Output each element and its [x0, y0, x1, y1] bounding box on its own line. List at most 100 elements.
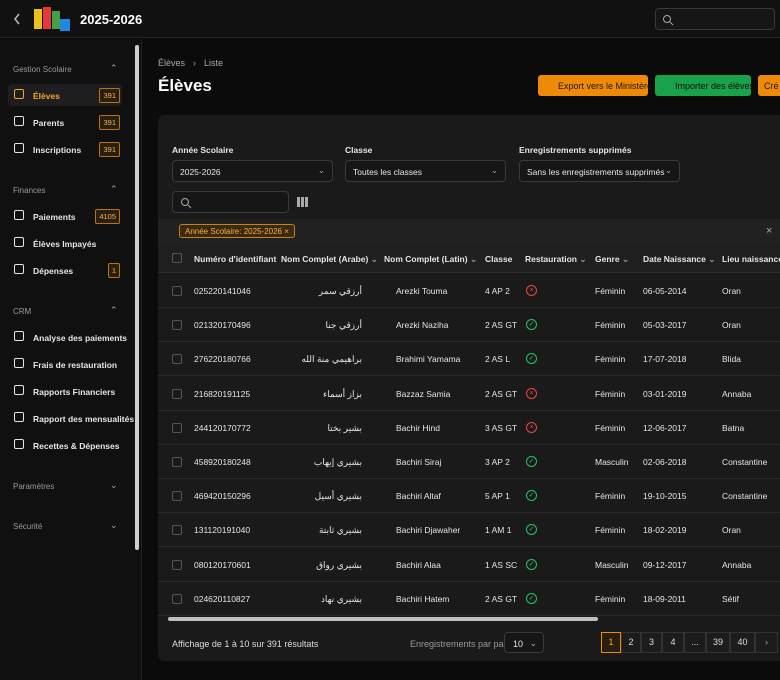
section-chevron[interactable]: ⌄ [110, 520, 118, 530]
nav-item[interactable]: Frais de restauration [33, 360, 118, 370]
section-title[interactable]: CRM [13, 307, 32, 316]
checkbox[interactable] [172, 559, 182, 570]
checkbox[interactable] [172, 593, 182, 604]
checkbox[interactable] [172, 525, 182, 536]
nav-item[interactable]: Rapports Financiers [33, 387, 116, 397]
section-chevron[interactable]: ⌄ [110, 480, 118, 490]
column-header[interactable]: Classe [485, 254, 513, 264]
per-page-select[interactable]: 10 ⌄ [504, 632, 544, 653]
page-next[interactable]: › [755, 632, 778, 653]
school-year: 2025-2026 [80, 12, 143, 27]
table-scrollbar[interactable] [168, 617, 598, 621]
nav-icon [14, 358, 24, 368]
nav-item[interactable]: Recettes & Dépenses [33, 441, 120, 451]
breadcrumb-item[interactable]: Élèves [158, 58, 186, 68]
checkbox[interactable] [172, 457, 182, 467]
table-row[interactable] [158, 445, 780, 479]
table-row[interactable] [158, 274, 780, 308]
nav-icon [14, 264, 24, 274]
restauration-icon: ✓ [526, 558, 537, 570]
checkbox[interactable] [172, 491, 182, 502]
table-row[interactable] [158, 582, 780, 616]
breadcrumb: Élèves › Liste [158, 58, 223, 68]
column-header[interactable]: Lieu naissance [722, 254, 780, 264]
per-page-label: Enregistrements par page [410, 639, 514, 649]
page-button[interactable]: ... [684, 632, 706, 653]
page-button[interactable]: 39 [706, 632, 730, 653]
nav-item[interactable]: Élèves [33, 91, 60, 101]
checkbox[interactable] [172, 286, 182, 296]
filter-chip[interactable]: Année Scolaire: 2025-2026 × [179, 224, 295, 238]
table-row[interactable] [158, 342, 780, 377]
column-header[interactable]: Nom Complet (Latin) ⌄ [384, 254, 478, 264]
nav-icon [14, 89, 24, 99]
page-button[interactable]: 4 [662, 632, 684, 653]
columns-toggle[interactable] [297, 197, 308, 207]
section-title[interactable]: Gestion Scolaire [13, 65, 72, 74]
nav-item[interactable]: Parents [33, 118, 65, 128]
section-title[interactable]: Sécurité [13, 522, 43, 531]
filter-select[interactable]: Sans les enregistrements supprimés ⌄ [519, 160, 680, 182]
create-button[interactable]: Cré [758, 75, 780, 96]
table-row[interactable] [158, 411, 780, 445]
nav-item[interactable]: Élèves Impayés [33, 239, 97, 249]
filter-select[interactable]: 2025-2026 ⌄ [172, 160, 333, 182]
breadcrumb-item: Liste [204, 58, 224, 68]
column-header[interactable]: Genre ⌄ [595, 254, 630, 264]
page-button[interactable]: 1 [601, 632, 621, 653]
cell: 131120191040 [194, 525, 251, 536]
nav-item[interactable]: Analyse des paiements [33, 333, 128, 343]
nav-item[interactable]: Inscriptions [33, 145, 82, 155]
cell: أرزقي جنا [325, 320, 362, 331]
section-title[interactable]: Paramètres [13, 482, 55, 491]
nav-item[interactable]: Paiements [33, 212, 76, 222]
search-box[interactable] [655, 8, 775, 30]
table-row[interactable] [158, 513, 780, 548]
import-button[interactable]: Importer des élèves [655, 75, 754, 96]
page-button[interactable]: 3 [641, 632, 662, 653]
section-title[interactable]: Finances [13, 186, 46, 195]
clear-filters[interactable]: × [766, 225, 773, 237]
filter-value: Toutes les classes [353, 167, 422, 177]
filter-select[interactable]: Toutes les classes ⌄ [345, 160, 506, 182]
checkbox[interactable] [172, 253, 182, 263]
nav-item[interactable]: Rapport des mensualités [33, 414, 135, 424]
export-button[interactable]: Export vers le Ministère [538, 75, 652, 96]
cell: 4 AP 2 [485, 286, 510, 296]
back-button[interactable] [12, 12, 22, 26]
column-header[interactable]: Nom Complet (Arabe) ⌄ [281, 254, 378, 264]
cell: براهيمي منة الله [301, 354, 362, 365]
cell: 024620110827 [194, 593, 251, 604]
column-header[interactable]: Numéro d'identifiant [194, 254, 277, 264]
page-button[interactable]: 40 [730, 632, 755, 653]
filter-value: 2025-2026 [180, 167, 221, 177]
page-button[interactable]: 2 [621, 632, 641, 653]
table-row[interactable] [158, 548, 780, 582]
cell: 2 AS GT [485, 388, 518, 399]
nav-badge: 4105 [95, 209, 120, 224]
table-search[interactable] [172, 191, 289, 213]
cell: Bachir Hind [396, 422, 440, 433]
column-header[interactable]: Date Naissance ⌄ [643, 254, 716, 264]
nav-item[interactable]: Dépenses [33, 266, 74, 276]
cell: Féminin [595, 286, 626, 296]
checkbox[interactable] [172, 388, 182, 399]
section-chevron[interactable]: ⌃ [110, 63, 118, 73]
nav-badge: 391 [99, 88, 120, 103]
table-row[interactable] [158, 479, 780, 514]
checkbox[interactable] [172, 354, 182, 365]
section-chevron[interactable]: ⌃ [110, 184, 118, 194]
table-row[interactable] [158, 377, 780, 411]
column-header[interactable]: Restauration ⌄ [525, 254, 587, 264]
sidebar-scrollbar[interactable] [135, 45, 139, 550]
cell: 276220180766 [194, 354, 251, 365]
nav-icon [14, 210, 24, 220]
cell: Masculin [595, 559, 629, 570]
nav-icon [14, 237, 24, 247]
cell: 216820191125 [194, 388, 251, 399]
checkbox[interactable] [172, 320, 182, 331]
checkbox[interactable] [172, 422, 182, 433]
section-chevron[interactable]: ⌃ [110, 305, 118, 315]
cell: 3 AS GT [485, 422, 518, 433]
table-row[interactable] [158, 308, 780, 343]
